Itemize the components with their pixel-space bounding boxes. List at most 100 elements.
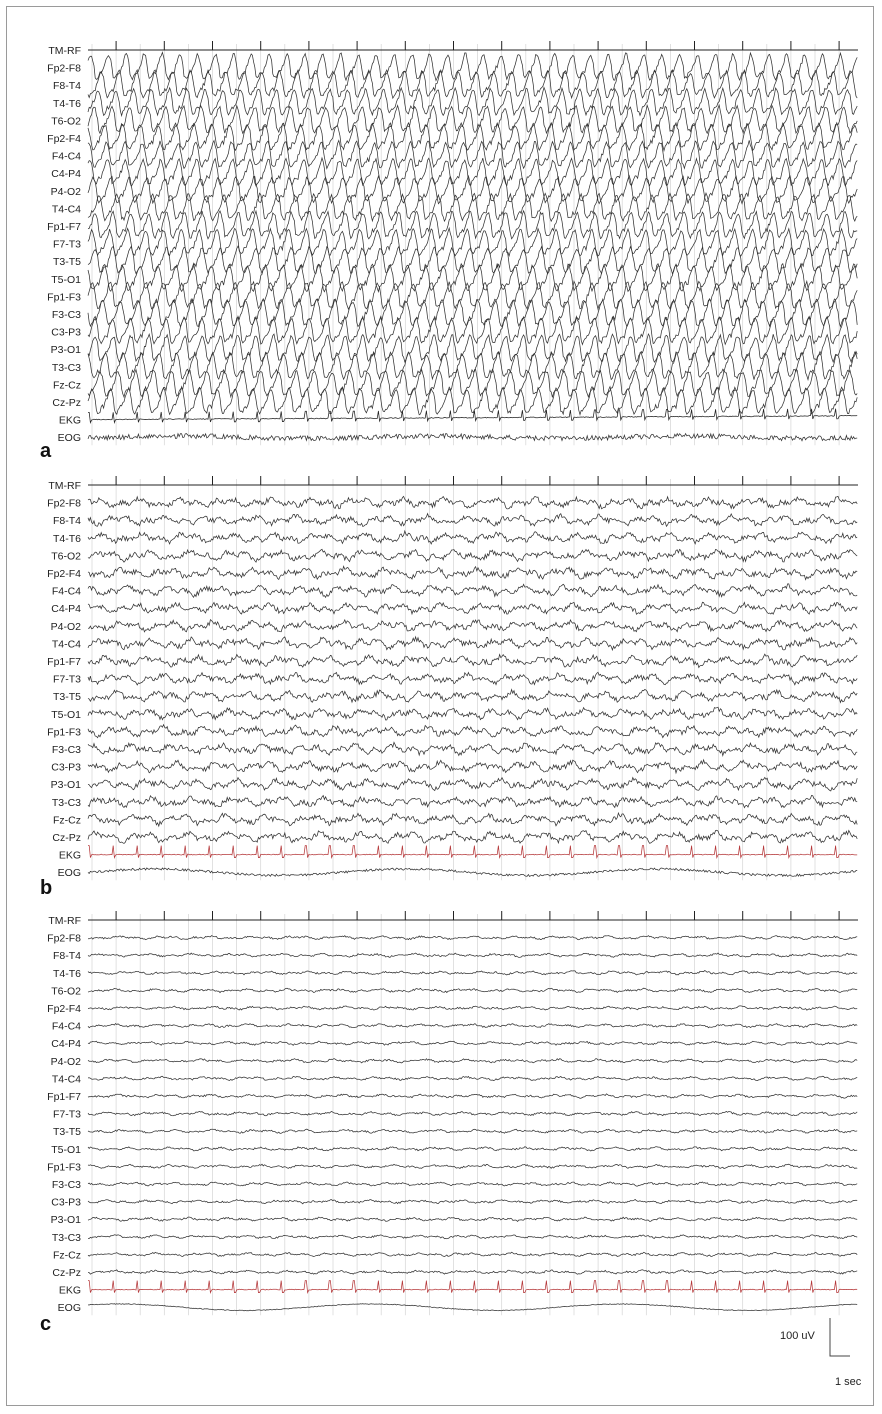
channel-label: Fp1-F7 [47,221,81,233]
channel-label: T5-O1 [51,709,81,721]
channel-label: F4-C4 [52,586,81,598]
channel-label: Fp2-F8 [47,498,81,510]
trace-eeg [88,936,857,940]
channel-label: Fz-Cz [53,1249,81,1261]
channel-label: Fp2-F8 [47,63,81,75]
channel-label: P4-O2 [51,621,82,633]
trace-eeg [88,1041,857,1045]
channel-label: F8-T4 [53,515,81,527]
channel-label: T5-O1 [51,274,81,286]
trace-eeg [88,988,857,992]
channel-label: Fp1-F3 [47,726,81,738]
channel-label: T4-T6 [53,533,81,545]
trace-eeg [88,1006,857,1010]
channel-label: Cz-Pz [52,832,81,844]
trace-eeg [88,953,857,957]
channel-label: EKG [59,850,81,862]
channel-label: TM-RF [48,480,81,492]
trace-eog [88,1304,857,1311]
trace-ekg [88,1281,857,1293]
channel-label: F7-T3 [53,674,81,686]
trace-eeg [88,105,857,133]
channel-label: T4-C4 [52,203,81,215]
channel-label: C4-P4 [51,168,81,180]
channel-label: Fp2-F4 [47,133,81,145]
trace-eeg [88,387,857,415]
scale-bar [830,1318,850,1356]
trace-eeg [88,672,857,685]
trace-eeg [88,1147,857,1151]
trace-marker [88,476,858,485]
channel-label: T3-C3 [52,1232,81,1244]
channel-label: F3-C3 [52,744,81,756]
trace-eeg [88,246,857,274]
trace-marker [88,41,858,50]
trace-eeg [88,1024,857,1028]
trace-eeg [88,514,857,527]
trace-eeg [88,281,857,309]
trace-eeg [88,1252,857,1256]
channel-label: Fp2-F4 [47,568,81,580]
channel-label: Fp1-F3 [47,1161,81,1173]
trace-ekg [88,409,857,423]
trace-ekg [88,846,857,858]
channel-label: P3-O1 [51,779,82,791]
trace-eeg [88,654,857,667]
channel-label: C4-P4 [51,1038,81,1050]
trace-eeg [88,760,857,773]
trace-eog [88,868,857,877]
channel-label: T6-O2 [51,550,81,562]
channel-label: T4-T6 [53,968,81,980]
channel-label: P3-O1 [51,1214,82,1226]
channel-label: Fp1-F7 [47,1091,81,1103]
scale-bar-voltage-label: 100 uV [780,1330,815,1342]
channel-label: F3-C3 [52,309,81,321]
channel-label: EKG [59,415,81,427]
trace-eeg [88,795,857,807]
channel-label: Cz-Pz [52,1267,81,1279]
channel-label: F4-C4 [52,151,81,163]
eeg-panel-b: TM-RF Fp2-F8 F8-T4 T4-T6 T6-O2 Fp2-F4 F4-C4 C4-… [47,476,858,880]
channel-label: F8-T4 [53,950,81,962]
channel-label: T4-C4 [52,1073,81,1085]
trace-eeg [88,690,857,703]
trace-eeg [88,123,857,151]
channel-label: EOG [58,867,81,879]
trace-eeg [88,602,857,614]
channel-label: T6-O2 [51,115,81,127]
channel-label: C3-P3 [51,762,81,774]
trace-eeg [88,566,857,579]
trace-eeg [88,777,857,791]
panel-label-c: c [40,1313,51,1336]
trace-eeg [88,1076,857,1080]
channel-label: EKG [59,1285,81,1297]
trace-eeg [88,1270,857,1274]
trace-eeg [88,1164,857,1168]
trace-eeg [88,549,857,562]
channel-label: C3-P3 [51,327,81,339]
trace-eeg [88,531,857,544]
trace-eeg [88,830,857,843]
eeg-panel-a: TM-RFFp2-F8F8-T4T4-T6T6-O2Fp2-F4F4-C4C4-… [47,41,858,445]
channel-label: T3-T5 [53,1126,81,1138]
trace-eeg [88,637,857,650]
trace-eeg [88,725,857,738]
channel-label: T3-T5 [53,256,81,268]
trace-eeg [88,971,857,975]
channel-label: EOG [58,1302,81,1314]
trace-eeg [88,176,857,204]
channel-label: TM-RF [48,45,81,57]
trace-eeg [88,584,857,597]
panel-label-b: b [40,877,52,900]
channel-label: P4-O2 [51,1056,82,1068]
trace-eeg [88,193,857,221]
trace-eeg [88,742,857,755]
trace-eeg [88,813,857,826]
channel-label: Fz-Cz [53,814,81,826]
channel-label: P3-O1 [51,344,82,356]
channel-label: Fp1-F7 [47,656,81,668]
trace-eeg [88,1235,857,1239]
channel-label: T3-T5 [53,691,81,703]
channel-label: F7-T3 [53,239,81,251]
channel-label: Fp1-F3 [47,291,81,303]
